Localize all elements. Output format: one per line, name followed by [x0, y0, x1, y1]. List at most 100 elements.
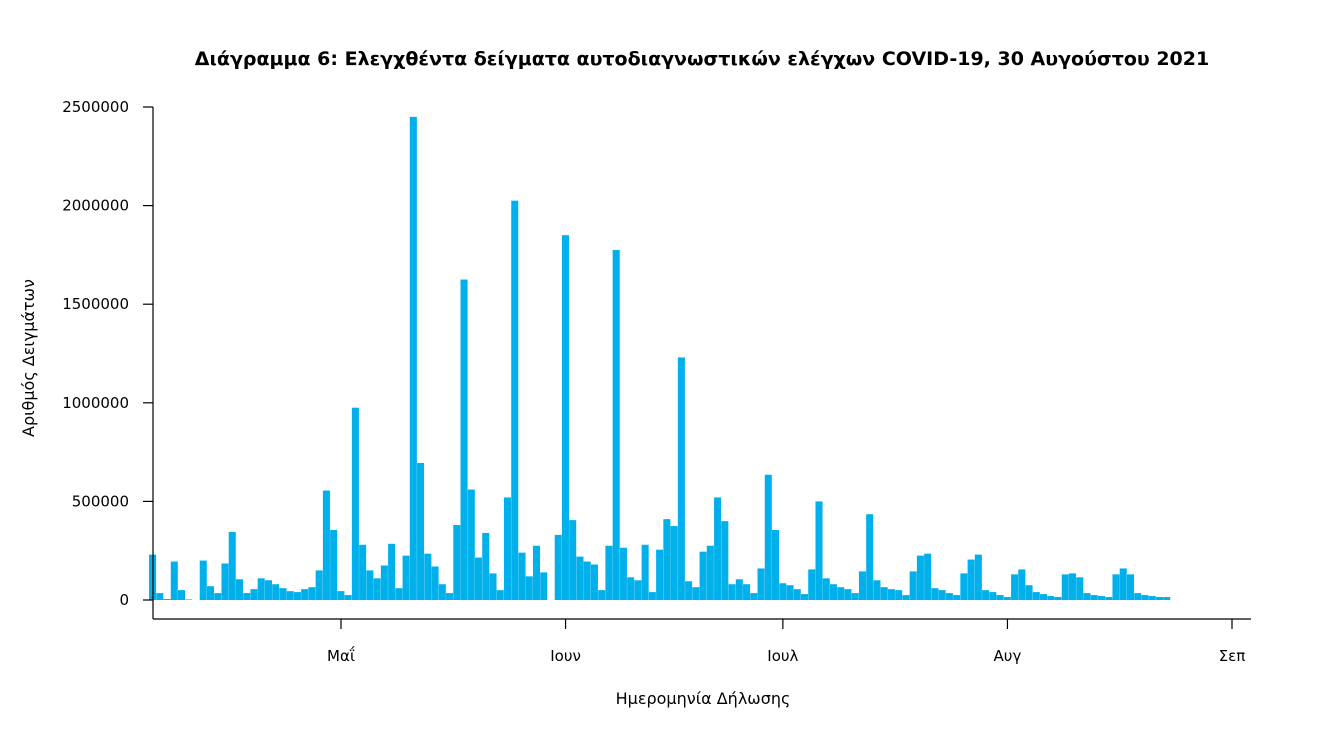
bar	[1097, 596, 1106, 600]
bar	[772, 529, 780, 600]
bar	[829, 584, 837, 600]
bar	[750, 593, 758, 600]
bar	[656, 549, 664, 600]
bar	[366, 570, 374, 600]
bar	[982, 590, 990, 600]
bar	[757, 568, 765, 600]
bar	[301, 589, 309, 600]
bar	[272, 584, 280, 600]
x-tick-label: Αυγ	[994, 647, 1022, 665]
bar	[822, 578, 830, 600]
bar	[178, 590, 186, 600]
bar	[721, 521, 729, 600]
bar	[235, 579, 243, 600]
bar	[938, 590, 946, 600]
bar	[692, 587, 700, 600]
bar	[344, 595, 352, 600]
bar	[1090, 595, 1098, 600]
bar	[663, 519, 671, 600]
bar	[1047, 596, 1055, 600]
bar	[714, 497, 722, 600]
bar	[1119, 568, 1127, 600]
bar	[1112, 574, 1120, 600]
bar	[279, 588, 287, 600]
x-tick-label: Ιουλ	[767, 647, 798, 665]
bar	[511, 200, 519, 601]
bar	[409, 116, 417, 601]
bar	[569, 520, 577, 600]
bar	[453, 525, 461, 600]
bar	[728, 584, 736, 600]
bar	[199, 560, 207, 600]
bar	[431, 566, 439, 600]
bar	[880, 587, 888, 600]
bar	[670, 526, 678, 600]
bar	[554, 534, 562, 600]
bar	[424, 553, 432, 600]
bar	[561, 235, 569, 600]
bar	[221, 563, 229, 600]
bar	[540, 572, 548, 600]
bar	[1105, 597, 1113, 600]
bar	[1018, 569, 1026, 600]
bar	[953, 595, 961, 600]
bar	[800, 594, 809, 600]
bar	[706, 545, 714, 600]
bar	[960, 573, 968, 600]
bar	[228, 531, 236, 600]
y-ticks-group: 0 500000 1000000 1500000 2000000 2500000	[62, 98, 153, 609]
bar	[1076, 577, 1084, 600]
bar	[851, 593, 859, 600]
bar	[1040, 594, 1048, 600]
bar	[873, 580, 881, 600]
bar	[1069, 573, 1077, 600]
y-tick-label: 2500000	[62, 98, 129, 116]
bar	[206, 586, 215, 600]
bar	[815, 501, 823, 600]
bar	[627, 577, 635, 600]
bar	[779, 583, 787, 600]
bar	[989, 592, 997, 600]
bar	[837, 587, 845, 600]
bar	[475, 557, 483, 600]
y-tick-label: 2000000	[62, 197, 129, 215]
y-tick-label: 1500000	[62, 295, 129, 313]
bar	[887, 589, 895, 600]
bar	[163, 599, 171, 600]
bar	[518, 552, 526, 600]
bar	[1011, 574, 1019, 600]
bar	[967, 559, 975, 600]
bar	[598, 590, 606, 600]
bar	[482, 532, 490, 600]
bar	[156, 593, 164, 600]
bars-group	[149, 116, 1171, 601]
bar	[257, 578, 265, 600]
bar	[1141, 595, 1149, 600]
bar	[1061, 574, 1069, 600]
bar	[931, 588, 939, 600]
bar	[1032, 592, 1040, 600]
bar	[1025, 585, 1033, 600]
bar	[996, 595, 1004, 600]
bar	[866, 514, 874, 600]
bar	[388, 543, 396, 600]
bar	[337, 591, 345, 600]
bar	[945, 593, 953, 600]
bar	[293, 592, 301, 600]
bar	[735, 579, 743, 600]
bar	[902, 595, 910, 600]
bar	[793, 589, 801, 600]
bar	[699, 551, 707, 600]
bar	[605, 545, 613, 600]
bar	[315, 570, 323, 600]
bar	[677, 357, 685, 600]
bar	[844, 589, 852, 600]
bar	[1148, 596, 1156, 600]
x-axis-title: Ημερομηνία Δήλωσης	[616, 689, 791, 708]
bar	[503, 497, 512, 600]
x-tick-label: Σεπ	[1219, 647, 1246, 665]
bar	[308, 587, 316, 600]
bar	[685, 581, 693, 600]
bar	[1083, 593, 1091, 600]
